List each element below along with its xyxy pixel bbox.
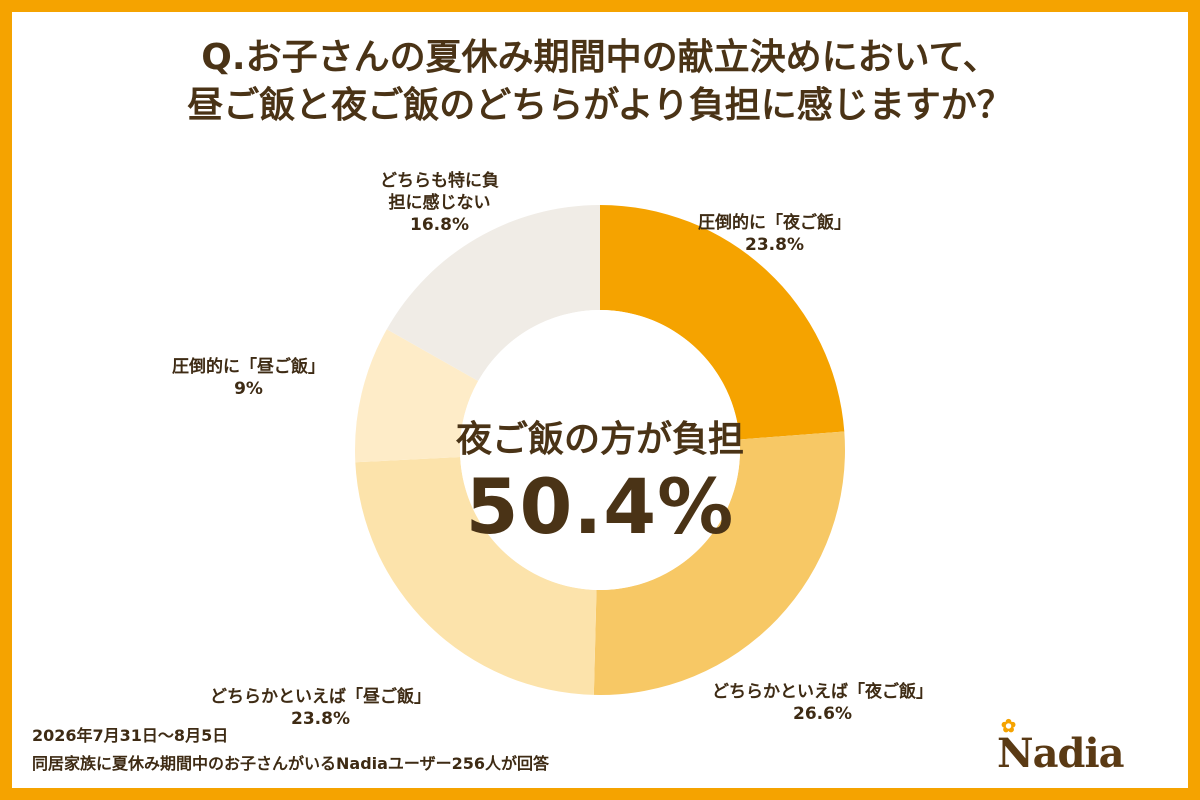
slice-label-4: どちらも特に負 担に感じない 16.8% [380,170,499,236]
slice-label-1: どちらかといえば「夜ご飯」 26.6% [712,681,933,725]
slice-label-2: どちらかといえば「昼ご飯」 23.8% [210,686,431,730]
slice-name-2: どちらかといえば「昼ご飯」 [210,687,431,707]
slice-value-4: 16.8% [410,215,469,235]
chart-title: Q.お子さんの夏休み期間中の献立決めにおいて、 昼ご飯と夜ご飯のどちらがより負担… [12,34,1188,130]
donut-slice-2 [355,457,597,695]
nadia-logo: ✿ Nadia [997,716,1125,777]
title-line-2: 昼ご飯と夜ご飯のどちらがより負担に感じますか？ [187,85,1013,126]
slice-value-1: 26.6% [793,704,852,724]
logo-text: Nadia [997,730,1125,777]
center-caption: 夜ご飯の方が負担 [455,419,744,460]
slice-value-2: 23.8% [291,709,350,729]
slice-label-0: 圧倒的に「夜ご飯」 23.8% [698,212,851,256]
donut-slice-0 [600,205,845,440]
slice-value-0: 23.8% [745,235,804,255]
slice-name-4b: 担に感じない [388,193,491,213]
slice-label-3: 圧倒的に「昼ご飯」 9% [172,356,325,400]
survey-respondents: 同居家族に夏休み期間中のお子さんがいるNadiaユーザー256人が回答 [32,754,550,773]
slice-name-0: 圧倒的に「夜ご飯」 [698,213,851,233]
donut-slice-1 [593,431,845,695]
donut-slice-4 [386,205,600,382]
donut-slice-3 [354,329,479,463]
center-value: 50.4% [465,462,735,551]
slice-name-3: 圧倒的に「昼ご飯」 [172,357,325,377]
donut-chart [354,205,845,695]
slice-value-3: 9% [234,379,263,399]
survey-period: 2026年7月31日～8月5日 [32,726,229,745]
title-line-1: Q.お子さんの夏休み期間中の献立決めにおいて、 [201,37,999,78]
slice-name-1: どちらかといえば「夜ご飯」 [712,682,933,702]
infographic-card: Q.お子さんの夏休み期間中の献立決めにおいて、 昼ご飯と夜ご飯のどちらがより負担… [12,12,1188,788]
flower-icon: ✿ [1001,716,1016,737]
slice-name-4a: どちらも特に負 [380,171,499,191]
donut-hole [460,310,740,590]
